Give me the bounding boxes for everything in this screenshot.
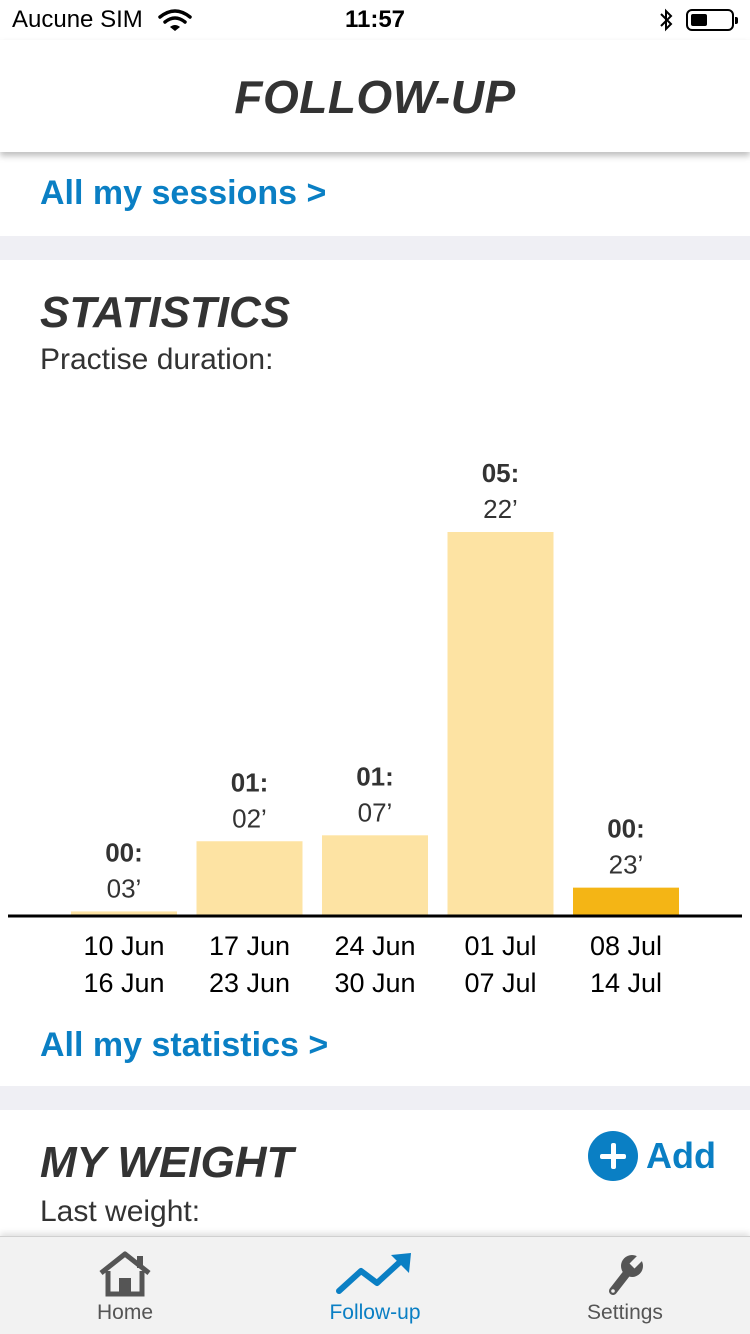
bar-value-label: 07’: [358, 797, 393, 827]
statistics-title: STATISTICS: [40, 288, 291, 337]
plus-circle-icon: [588, 1131, 638, 1181]
nav-header: FOLLOW-UP: [0, 40, 750, 152]
x-tick-label: 24 Jun: [334, 931, 415, 961]
tab-settings-label: Settings: [587, 1301, 663, 1324]
x-tick-label: 01 Jul: [464, 931, 536, 961]
x-tick-label: 23 Jun: [209, 968, 290, 998]
chart-bar: [71, 911, 177, 915]
bar-value-label: 02’: [232, 803, 267, 833]
x-tick-label: 07 Jul: [464, 968, 536, 998]
section-divider: [0, 1086, 750, 1110]
tab-follow-up-label: Follow-up: [329, 1301, 421, 1324]
section-divider: [0, 236, 750, 260]
bluetooth-icon: [658, 8, 674, 37]
x-tick-label: 30 Jun: [334, 968, 415, 998]
bar-value-label: 01:: [231, 767, 269, 797]
bar-value-label: 23’: [609, 850, 644, 880]
status-bar: Aucune SIM 11:57: [0, 0, 750, 40]
add-weight-button[interactable]: Add: [588, 1130, 716, 1182]
duration-chart-svg: 00: 03’ 10 Jun 16 Jun 01: 02’ 17 Jun 23 Jun 01: 0…: [8, 458, 742, 998]
tab-settings[interactable]: Settings: [500, 1237, 750, 1334]
add-label: Add: [646, 1135, 716, 1176]
chart-bar: [447, 532, 554, 915]
tab-follow-up[interactable]: Follow-up: [250, 1237, 500, 1334]
chart-bar: [196, 841, 303, 915]
bar-value-label: 05:: [482, 458, 520, 488]
trend-up-icon: [250, 1251, 500, 1297]
x-tick-label: 08 Jul: [590, 931, 662, 961]
tab-bar: Home Follow-up Settings: [0, 1236, 750, 1334]
tab-home[interactable]: Home: [0, 1237, 250, 1334]
clock: 11:57: [344, 6, 406, 33]
bar-value-label: 01:: [356, 761, 394, 791]
weight-title: MY WEIGHT: [40, 1138, 294, 1187]
home-icon: [0, 1251, 250, 1297]
x-tick-label: 17 Jun: [209, 931, 290, 961]
bar-value-label: 22’: [483, 494, 518, 524]
carrier-label: Aucune SIM: [12, 6, 143, 33]
wrench-icon: [500, 1251, 750, 1297]
x-tick-label: 16 Jun: [83, 968, 164, 998]
weight-subtitle: Last weight:: [40, 1195, 201, 1228]
bar-value-label: 00:: [105, 837, 143, 867]
battery-icon: [686, 9, 738, 31]
chart-bar: [573, 887, 679, 915]
tab-home-label: Home: [96, 1301, 154, 1324]
wifi-icon: [158, 8, 192, 37]
bar-value-label: 00:: [607, 814, 645, 844]
duration-chart: 00: 03’ 10 Jun 16 Jun 01: 02’ 17 Jun 23 Jun 01: 0…: [0, 380, 750, 1010]
bar-value-label: 03’: [107, 873, 142, 903]
page-title: FOLLOW-UP: [234, 71, 516, 123]
statistics-subtitle: Practise duration:: [40, 343, 274, 376]
all-statistics-link[interactable]: All my statistics >: [40, 1026, 329, 1064]
chart-bar: [322, 835, 428, 915]
x-tick-label: 14 Jul: [590, 968, 662, 998]
all-sessions-link[interactable]: All my sessions >: [40, 174, 327, 212]
x-tick-label: 10 Jun: [83, 931, 164, 961]
